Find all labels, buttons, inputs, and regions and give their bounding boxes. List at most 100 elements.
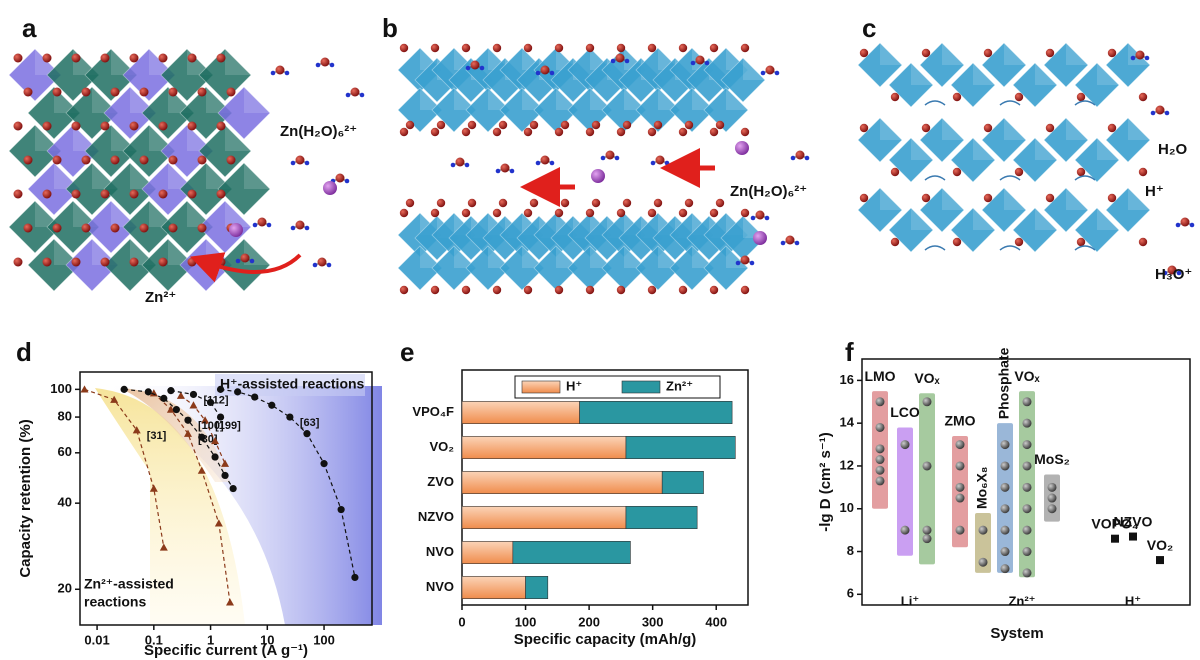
annotation-box (215, 374, 365, 396)
bar (461, 435, 627, 459)
data-point (172, 405, 181, 414)
atom (790, 155, 796, 161)
data-point (110, 395, 119, 403)
atom (270, 70, 276, 76)
atom (13, 121, 23, 131)
atom (794, 240, 800, 246)
bar (461, 505, 627, 529)
atom (740, 208, 750, 218)
x-tick-label: 200 (578, 614, 600, 629)
data-point (120, 385, 128, 393)
atom (399, 285, 409, 295)
range-bar (919, 393, 935, 565)
polyhedron-face (1128, 118, 1150, 140)
polyhedron-face (942, 188, 964, 210)
flow-arrow (1074, 100, 1096, 106)
y-axis-label: Capacity retention (%) (17, 419, 34, 577)
atom (695, 55, 705, 65)
polyhedron (635, 87, 681, 133)
atom (455, 157, 465, 167)
atom (81, 223, 91, 233)
data-point (978, 557, 988, 567)
range-bar (897, 427, 913, 556)
y-tick-label: NZVO (418, 509, 454, 524)
polyhedron (27, 86, 81, 140)
x-tick-label: 300 (642, 614, 664, 629)
atom (610, 58, 616, 64)
polyhedron-face (911, 208, 933, 230)
atom (735, 141, 749, 155)
polyhedron-face (1066, 43, 1088, 65)
atom (749, 260, 755, 266)
atom (13, 53, 23, 63)
data-point (922, 397, 932, 407)
atom (600, 155, 606, 161)
atom (13, 189, 23, 199)
polyhedron-face (1097, 63, 1119, 85)
atom (249, 258, 255, 264)
polyhedron-face (225, 125, 251, 151)
atom (129, 53, 139, 63)
atom (290, 160, 296, 166)
polyhedron (8, 200, 62, 254)
x-tick-label: 100 (515, 614, 537, 629)
data-point (183, 429, 192, 437)
group-label: Zn²⁺ (1008, 593, 1035, 608)
data-point (320, 460, 328, 468)
atom (52, 223, 62, 233)
polyhedron (888, 137, 934, 183)
atom (71, 257, 81, 267)
polyhedron (1074, 207, 1120, 253)
polyhedron-face (624, 246, 646, 268)
data-point (198, 433, 206, 441)
atom (684, 120, 694, 130)
data-point (216, 413, 225, 421)
series-label: NZVO (1114, 513, 1153, 529)
atom (664, 160, 670, 166)
atom (226, 155, 236, 165)
atom (983, 123, 993, 133)
legend-swatch (621, 380, 661, 394)
atom (690, 60, 696, 66)
atom (350, 87, 360, 97)
atom (304, 160, 310, 166)
polyhedron (465, 87, 511, 133)
y-tick-label: 16 (840, 372, 854, 387)
polyhedron-face (973, 138, 995, 160)
series-label: LCO (890, 404, 920, 420)
atom (764, 215, 770, 221)
atom (461, 208, 471, 218)
label: Zn(H₂O)₆²⁺ (730, 183, 807, 200)
atom (1138, 237, 1148, 247)
data-point (1022, 504, 1032, 514)
atom (42, 189, 52, 199)
data-point (922, 461, 932, 471)
atom (187, 257, 197, 267)
atom (523, 127, 533, 137)
polyhedron (84, 48, 138, 102)
atom (616, 43, 626, 53)
atom (430, 43, 440, 53)
atom (461, 43, 471, 53)
polyhedron-face (880, 118, 902, 140)
group-label: Li⁺ (901, 593, 919, 608)
atom (1045, 193, 1055, 203)
annotation: H⁺-assisted reactions (220, 376, 365, 392)
atom (42, 53, 52, 63)
polyhedron (950, 207, 996, 253)
polyhedron (397, 245, 443, 291)
polyhedron-face (692, 88, 714, 110)
label: Zn²⁺ (145, 289, 176, 306)
atom (129, 121, 139, 131)
polyhedron (981, 117, 1027, 163)
polyhedron-face (244, 163, 270, 189)
series-label: [112] (203, 394, 228, 406)
atom (317, 257, 327, 267)
polyhedron-face (225, 49, 251, 75)
atom (540, 65, 550, 75)
panel-label: a (22, 13, 37, 43)
data-point (234, 388, 242, 396)
atom (197, 223, 207, 233)
atom (158, 53, 168, 63)
